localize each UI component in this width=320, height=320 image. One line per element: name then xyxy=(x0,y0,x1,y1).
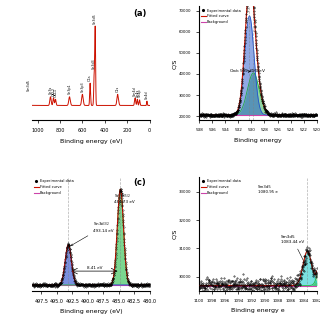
Text: Sn3p1: Sn3p1 xyxy=(68,84,72,94)
Y-axis label: C/S: C/S xyxy=(172,58,178,68)
Text: Sn3d$_{5/2}$
484.73 eV: Sn3d$_{5/2}$ 484.73 eV xyxy=(114,192,135,204)
X-axis label: Binding energy (eV): Binding energy (eV) xyxy=(60,139,122,143)
Text: O1s: O1s xyxy=(88,74,92,81)
Text: (a): (a) xyxy=(133,9,147,18)
Text: O$_{ads}$ 529.699 eV: O$_{ads}$ 529.699 eV xyxy=(228,68,266,76)
Text: Sn3s: Sn3s xyxy=(49,86,52,94)
Text: Sm4d: Sm4d xyxy=(133,86,137,96)
Legend: Experimental data, Fitted curve, Background: Experimental data, Fitted curve, Backgro… xyxy=(200,7,242,26)
Legend: Experimental data, Fitted curve, Background: Experimental data, Fitted curve, Backgro… xyxy=(200,178,242,196)
Text: 8.41 eV: 8.41 eV xyxy=(87,266,102,270)
Text: Sn3p3: Sn3p3 xyxy=(80,81,84,92)
X-axis label: Binding energy e: Binding energy e xyxy=(231,308,285,313)
Text: Sn4d: Sn4d xyxy=(145,90,149,99)
Text: Sn3d5: Sn3d5 xyxy=(93,13,97,24)
Text: OKL1: OKL1 xyxy=(53,88,58,97)
Text: Sn3d3: Sn3d3 xyxy=(92,59,96,69)
Text: (c): (c) xyxy=(133,178,146,187)
Text: C1s: C1s xyxy=(116,85,120,92)
X-axis label: Binding energy (eV): Binding energy (eV) xyxy=(60,309,122,314)
X-axis label: Binding energy: Binding energy xyxy=(234,138,282,142)
Text: Sm3d5
1080.95 e: Sm3d5 1080.95 e xyxy=(258,185,278,194)
Text: Sn4p: Sn4p xyxy=(138,89,141,97)
Text: Sn3d$_{3/2}$
493.14 eV: Sn3d$_{3/2}$ 493.14 eV xyxy=(71,221,114,245)
Text: Sn4s: Sn4s xyxy=(135,89,139,97)
Text: Sm3d5: Sm3d5 xyxy=(27,79,31,91)
Legend: Experimental data, Fitted curve, Background: Experimental data, Fitted curve, Backgro… xyxy=(33,178,75,196)
Text: Sm3d5
1083.44 eV: Sm3d5 1083.44 eV xyxy=(281,235,306,265)
Y-axis label: C/S: C/S xyxy=(172,229,178,239)
Text: OKL2: OKL2 xyxy=(52,86,55,96)
